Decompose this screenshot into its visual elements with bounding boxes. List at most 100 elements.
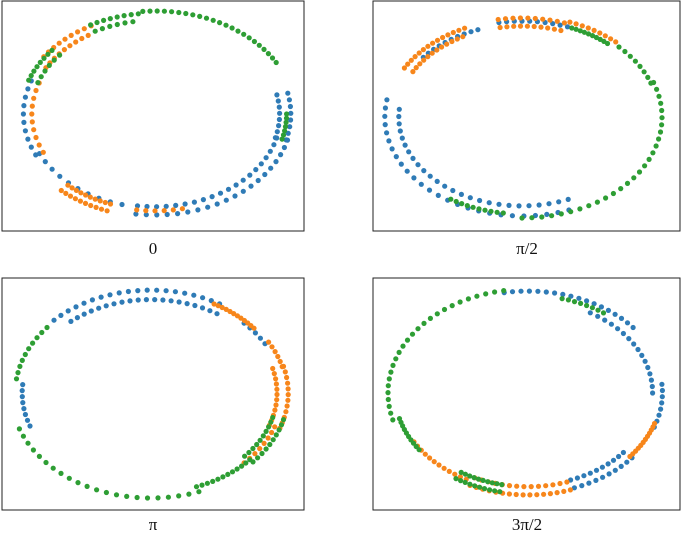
- scatter-point-orange: [602, 33, 608, 39]
- scatter-point-blue: [288, 110, 294, 116]
- scatter-point-blue: [645, 364, 651, 371]
- scatter-point-blue: [258, 161, 264, 167]
- scatter-point-orange: [73, 39, 79, 45]
- scatter-point-green: [280, 417, 287, 423]
- scatter-point-green: [242, 453, 248, 459]
- scatter-point-green: [101, 17, 107, 23]
- scatter-point-orange: [521, 484, 527, 490]
- scatter-point-green: [121, 13, 127, 19]
- scatter-point-blue: [192, 302, 198, 309]
- scatter-point-orange: [408, 57, 414, 63]
- scatter-point-green: [448, 196, 454, 202]
- scatter-point-green: [610, 190, 617, 197]
- scatter-point-blue: [274, 92, 280, 98]
- scatter-point-orange: [511, 23, 517, 29]
- scatter-point-orange: [561, 488, 567, 494]
- scatter-point-orange: [429, 50, 435, 56]
- scatter-point-green: [103, 489, 109, 496]
- scatter-point-green: [263, 428, 269, 434]
- scatter-point-blue: [28, 144, 34, 150]
- scatter-point-blue: [217, 190, 224, 196]
- scatter-point-orange: [434, 47, 440, 53]
- scatter-point-green: [595, 307, 601, 313]
- scatter-point-orange: [58, 187, 64, 194]
- scatter-point-green: [283, 115, 290, 121]
- scatter-point-blue: [51, 317, 57, 323]
- scatter-point-orange: [29, 119, 35, 125]
- scatter-point-orange: [274, 386, 280, 392]
- scatter-point-blue: [536, 202, 542, 208]
- scatter-point-green: [529, 215, 535, 221]
- scatter-point-green: [600, 310, 607, 316]
- scatter-point-green: [273, 59, 279, 66]
- scatter-point-green: [204, 480, 210, 486]
- scatter-point-green: [234, 466, 240, 472]
- scatter-point-blue: [49, 166, 55, 172]
- scatter-point-orange: [31, 95, 37, 101]
- scatter-point-green: [263, 446, 269, 452]
- scatter-point-green: [577, 28, 583, 34]
- scatter-point-orange: [79, 35, 85, 42]
- scatter-point-blue: [656, 412, 662, 418]
- scatter-point-blue: [25, 136, 31, 142]
- scatter-point-orange: [585, 25, 591, 31]
- scatter-point-green: [84, 483, 90, 489]
- scatter-point-green: [203, 15, 210, 21]
- scatter-point-orange: [69, 185, 75, 191]
- scatter-point-orange: [273, 402, 279, 408]
- scatter-point-blue: [574, 475, 581, 481]
- scatter-point-blue: [565, 196, 571, 202]
- scatter-point-blue: [427, 173, 433, 179]
- scatter-point-blue: [410, 155, 416, 161]
- scatter-point-green: [501, 288, 507, 294]
- scatter-point-green: [645, 74, 651, 80]
- scatter-point-green: [122, 20, 128, 26]
- scatter-point-blue: [648, 377, 655, 383]
- panel-bottom-right: 3π/2: [372, 277, 681, 533]
- panel-bottom-left: π: [1, 277, 305, 533]
- scatter-point-blue: [287, 103, 293, 110]
- scatter-point-green: [94, 19, 100, 26]
- scatter-point-blue: [624, 459, 630, 465]
- scatter-point-blue: [133, 211, 139, 217]
- scatter-point-orange: [651, 420, 658, 427]
- scatter-point-green: [577, 206, 583, 212]
- scatter-point-blue: [404, 168, 410, 174]
- scatter-point-orange: [219, 304, 225, 311]
- scatter-point-green: [549, 213, 555, 219]
- scatter-point-blue: [659, 381, 665, 387]
- scatter-point-orange: [77, 198, 83, 204]
- scatter-point-blue: [207, 308, 213, 314]
- scatter-point-blue: [164, 211, 170, 218]
- scatter-point-orange: [277, 358, 283, 365]
- scatter-point-green: [434, 311, 440, 317]
- scatter-point-blue: [659, 387, 666, 394]
- scatter-point-orange: [527, 492, 533, 498]
- scatter-point-green: [190, 12, 196, 18]
- scatter-point-green: [144, 495, 151, 501]
- scatter-point-blue: [205, 204, 211, 210]
- scatter-point-green: [499, 482, 505, 488]
- scatter-point-blue: [486, 200, 492, 206]
- scatter-point-green: [147, 8, 153, 14]
- scatter-point-orange: [284, 374, 290, 381]
- scatter-point-orange: [579, 23, 585, 29]
- scatter-point-orange: [520, 492, 526, 498]
- scatter-point-blue: [119, 201, 125, 208]
- scatter-point-orange: [107, 201, 114, 207]
- scatter-point-green: [657, 129, 664, 135]
- panel-points: [385, 288, 666, 498]
- scatter-point-green: [477, 484, 483, 490]
- scatter-point-orange: [266, 339, 272, 345]
- scatter-point-green: [266, 424, 272, 430]
- scatter-point-orange: [420, 47, 426, 53]
- scatter-point-blue: [600, 474, 606, 480]
- scatter-point-green: [578, 300, 584, 306]
- scatter-point-blue: [273, 159, 279, 165]
- scatter-point-blue: [552, 290, 558, 296]
- scatter-point-blue: [658, 406, 664, 412]
- scatter-point-green: [470, 204, 476, 210]
- scatter-point-blue: [160, 297, 166, 303]
- scatter-point-orange: [282, 369, 288, 375]
- scatter-point-green: [618, 186, 624, 192]
